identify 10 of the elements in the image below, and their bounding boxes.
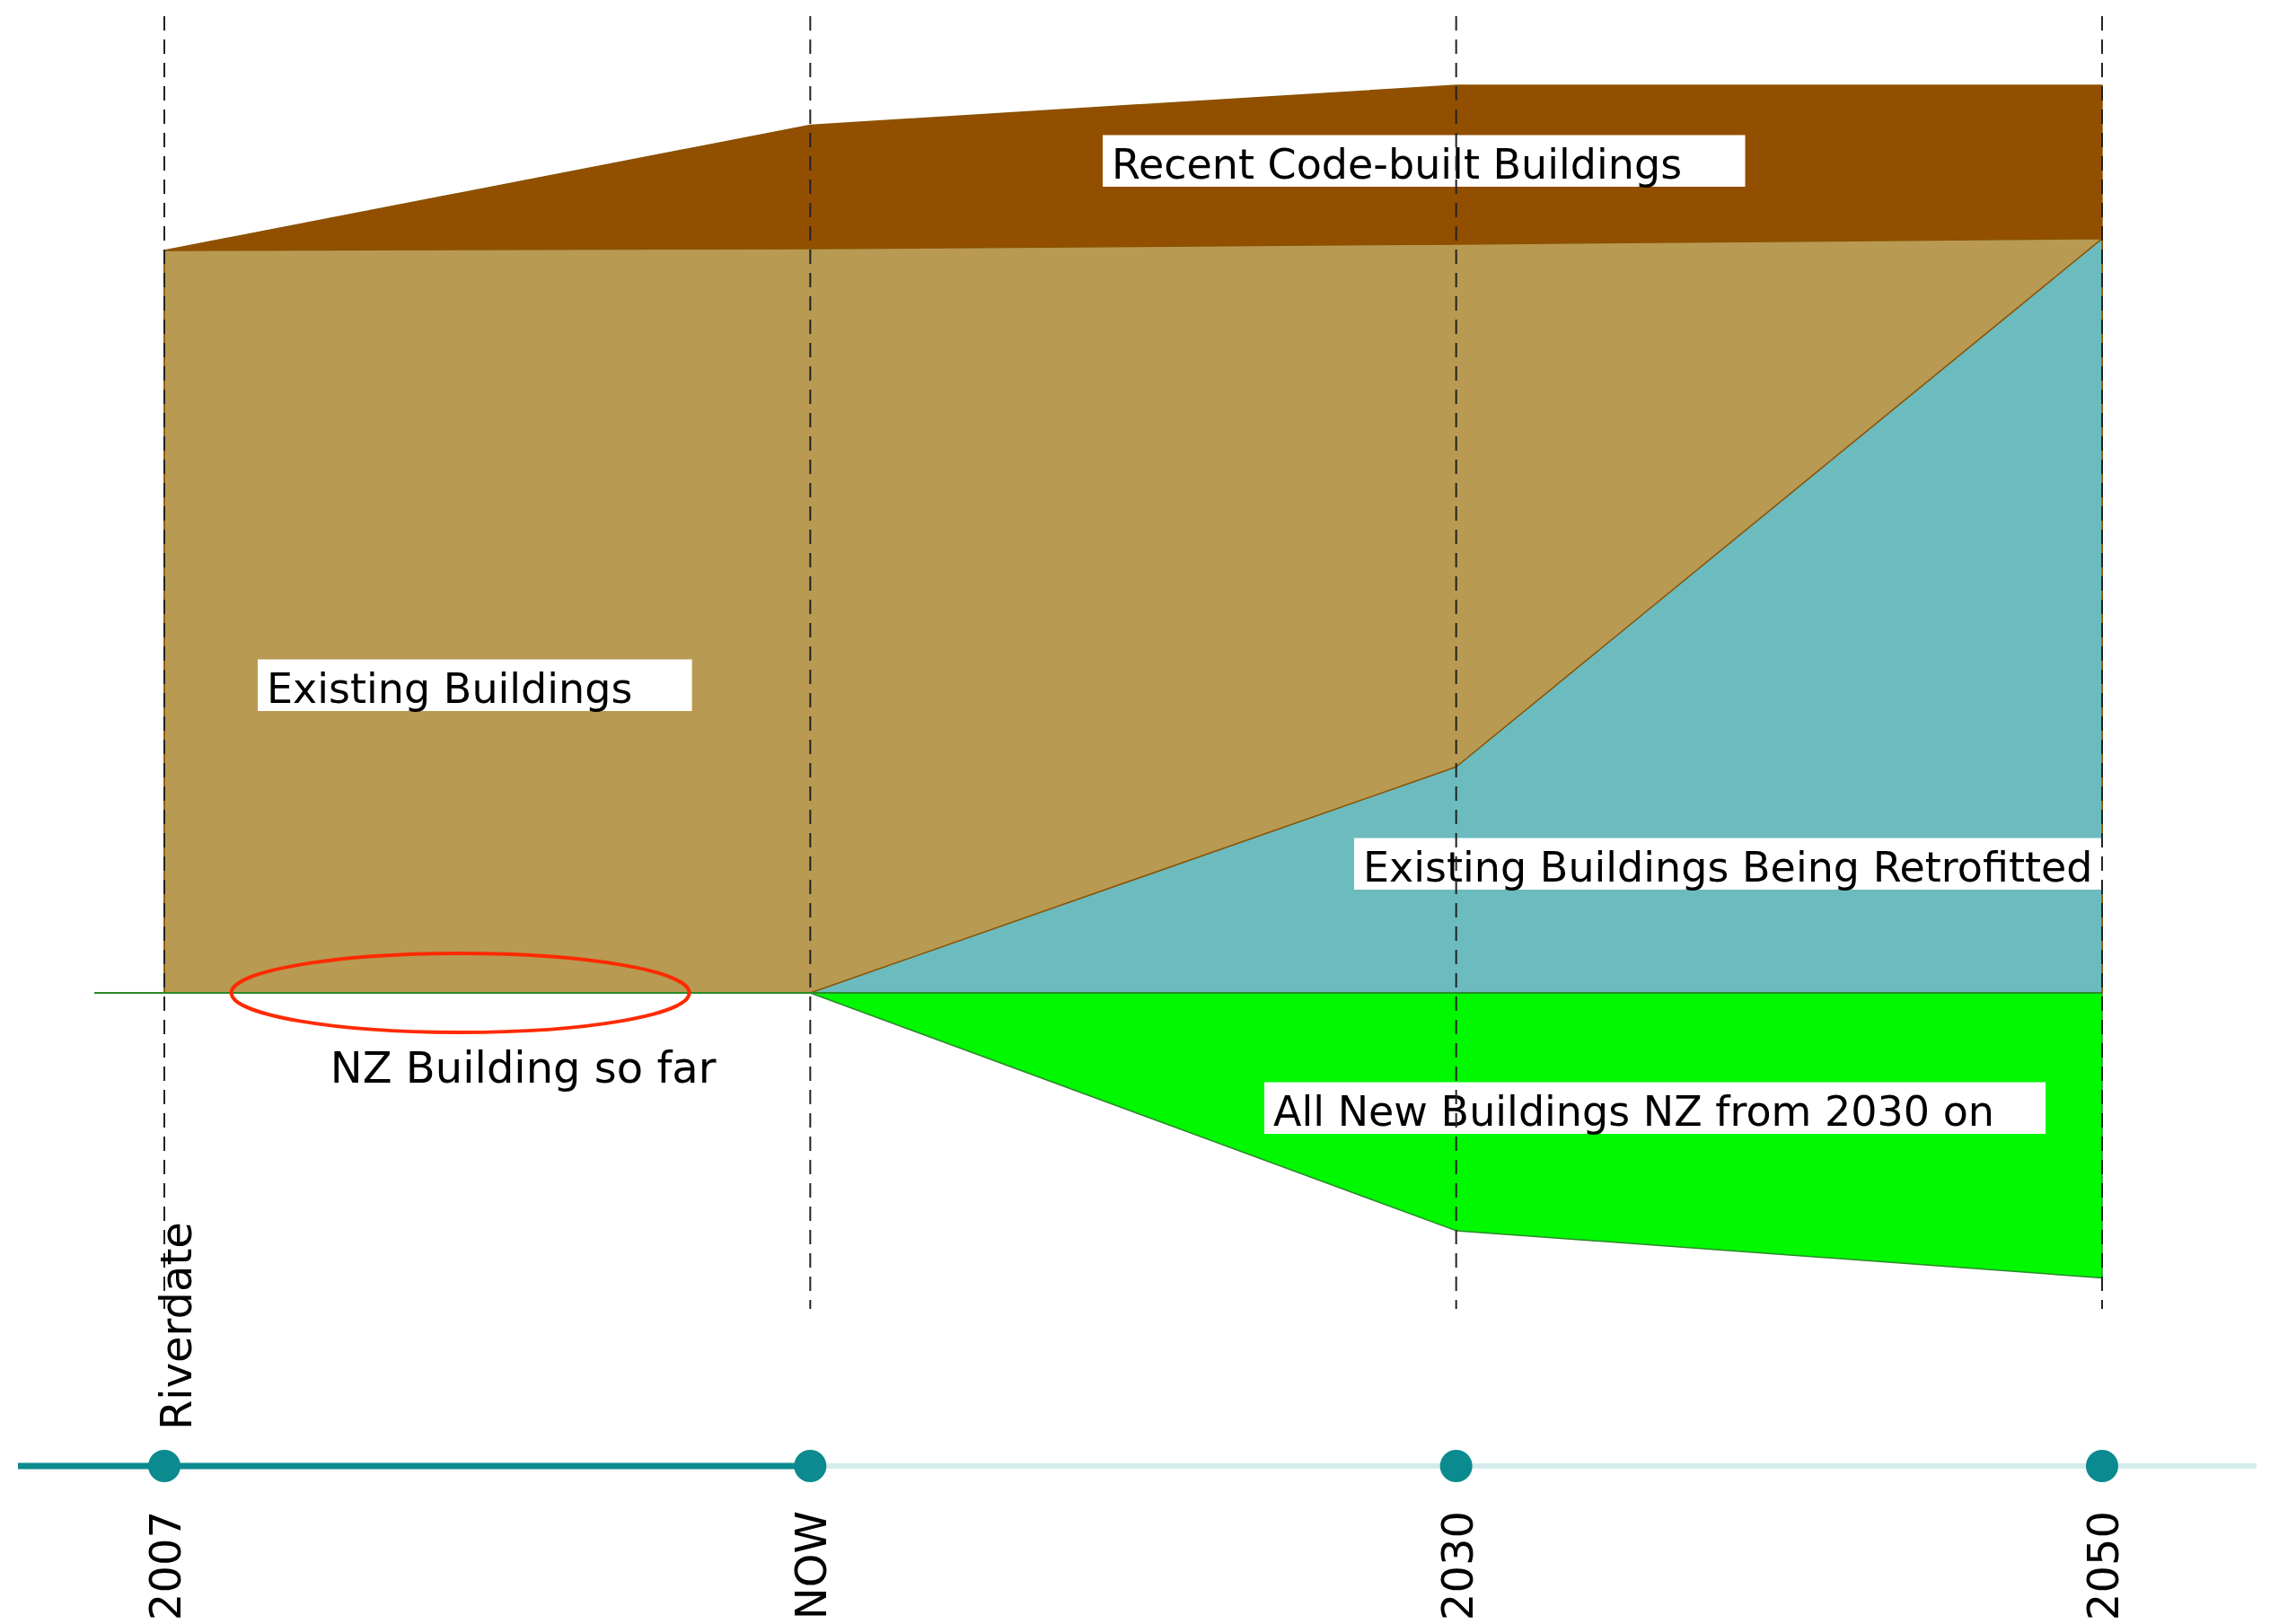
x-tick-label: 2050 bbox=[2078, 1511, 2128, 1621]
x-tick-label: NOW bbox=[786, 1511, 837, 1620]
series-label: Existing Buildings Being Retrofitted bbox=[1363, 842, 2093, 891]
annotation: Riverdate bbox=[151, 1222, 201, 1430]
x-tick-label: 2030 bbox=[1431, 1511, 1483, 1621]
series-label: Existing Buildings bbox=[267, 663, 633, 713]
annotation: NZ Building so far bbox=[330, 1042, 717, 1093]
x-tick-label: 2007 bbox=[140, 1511, 190, 1621]
series-label: Recent Code-built Buildings bbox=[1112, 139, 1683, 189]
series-label: All New Buildings NZ from 2030 on bbox=[1273, 1086, 1995, 1136]
